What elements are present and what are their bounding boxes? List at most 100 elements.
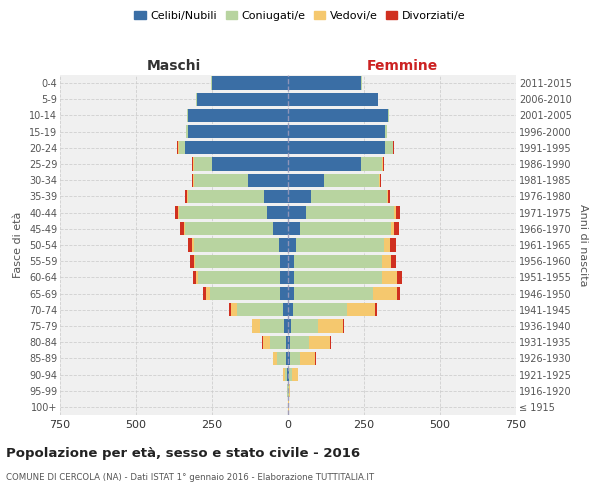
Bar (179, 141, 185, 154)
Bar (192, 238, 194, 252)
Bar (194, 238, 279, 252)
Bar (196, 92, 197, 106)
Bar (292, 368, 298, 381)
Bar (191, 174, 193, 187)
Bar (397, 287, 400, 300)
Bar (288, 76, 361, 90)
Bar (273, 222, 288, 235)
Bar (288, 238, 296, 252)
Bar (393, 141, 394, 154)
Bar (361, 158, 382, 170)
Bar (180, 222, 184, 235)
Bar (290, 336, 308, 349)
Bar (387, 190, 388, 203)
Bar (388, 190, 390, 203)
Bar (251, 320, 253, 332)
Bar (382, 254, 391, 268)
Bar (280, 270, 288, 284)
Text: Femmine: Femmine (367, 58, 437, 72)
Bar (397, 270, 402, 284)
Bar (286, 336, 288, 349)
Bar (288, 254, 294, 268)
Bar (383, 158, 384, 170)
Bar (288, 158, 361, 170)
Bar (199, 270, 280, 284)
Bar (277, 352, 286, 365)
Bar (394, 206, 396, 220)
Bar (211, 287, 280, 300)
Bar (311, 190, 387, 203)
Bar (379, 174, 380, 187)
Bar (286, 352, 288, 365)
Bar (285, 368, 287, 381)
Bar (271, 336, 286, 349)
Bar (325, 174, 379, 187)
Bar (179, 206, 267, 220)
Bar (288, 368, 289, 381)
Bar (288, 125, 385, 138)
Y-axis label: Anni di nascita: Anni di nascita (578, 204, 589, 286)
Bar (196, 270, 199, 284)
Bar (361, 76, 362, 90)
Bar (186, 125, 188, 138)
Bar (288, 287, 294, 300)
Bar (391, 222, 394, 235)
Bar (382, 158, 383, 170)
Bar (195, 254, 280, 268)
Bar (211, 76, 212, 90)
Bar (288, 141, 385, 154)
Bar (283, 368, 285, 381)
Bar (288, 352, 290, 365)
Bar (184, 222, 185, 235)
Bar (185, 222, 273, 235)
Bar (194, 158, 212, 170)
Bar (188, 238, 192, 252)
Bar (294, 287, 373, 300)
Bar (206, 287, 211, 300)
Bar (382, 270, 397, 284)
Bar (300, 352, 316, 365)
Bar (294, 254, 382, 268)
Bar (288, 270, 294, 284)
Bar (212, 158, 288, 170)
Bar (203, 287, 206, 300)
Bar (283, 303, 288, 316)
Bar (288, 384, 289, 398)
Text: Maschi: Maschi (147, 58, 201, 72)
Bar (185, 190, 187, 203)
Bar (373, 287, 397, 300)
Bar (288, 222, 300, 235)
Bar (193, 158, 194, 170)
Bar (284, 320, 288, 332)
Bar (288, 206, 306, 220)
Bar (188, 190, 263, 203)
Bar (193, 174, 194, 187)
Bar (391, 254, 396, 268)
Bar (385, 125, 387, 138)
Bar (291, 320, 319, 332)
Bar (377, 92, 378, 106)
Bar (347, 303, 374, 316)
Bar (300, 222, 391, 235)
Bar (294, 270, 382, 284)
Bar (394, 222, 399, 235)
Bar (289, 384, 290, 398)
Bar (267, 206, 288, 220)
Bar (296, 238, 384, 252)
Bar (288, 303, 293, 316)
Bar (288, 109, 388, 122)
Bar (231, 303, 237, 316)
Bar (288, 174, 325, 187)
Bar (385, 141, 393, 154)
Bar (306, 206, 394, 220)
Bar (248, 174, 288, 187)
Bar (260, 320, 284, 332)
Bar (178, 206, 179, 220)
Bar (287, 384, 288, 398)
Bar (190, 254, 194, 268)
Bar (384, 238, 390, 252)
Bar (194, 174, 248, 187)
Bar (287, 368, 288, 381)
Bar (280, 287, 288, 300)
Bar (330, 336, 331, 349)
